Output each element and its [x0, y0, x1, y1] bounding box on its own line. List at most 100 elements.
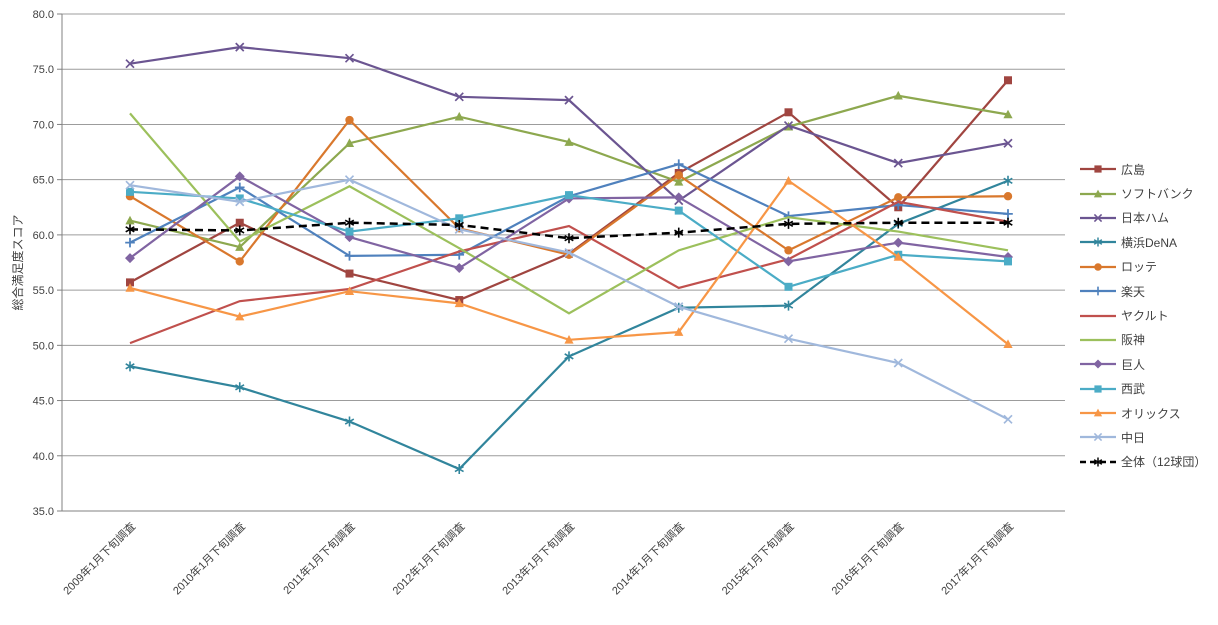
legend-label: ソフトバンク [1121, 187, 1194, 202]
series-marker [1003, 192, 1013, 201]
series-marker [1004, 76, 1012, 85]
legend-swatch-icon [1080, 314, 1116, 317]
legend-swatch-icon [1080, 189, 1116, 197]
series-marker [673, 192, 684, 203]
series-marker [565, 191, 573, 200]
x-tick-label: 2015年1月下旬調査 [718, 519, 796, 597]
series-marker [125, 283, 135, 292]
legend-swatch-icon [1080, 165, 1116, 173]
legend-swatch-icon [1080, 385, 1116, 393]
series-marker [1093, 408, 1103, 417]
series-marker [454, 464, 464, 475]
series-marker [1003, 414, 1013, 424]
series-marker [673, 159, 684, 170]
series-marker [344, 217, 355, 228]
legend-swatch-icon [1080, 457, 1116, 467]
series-marker [1003, 138, 1013, 148]
series-marker [1093, 213, 1103, 223]
series-marker [893, 158, 903, 168]
series-marker [564, 335, 574, 344]
x-tick-label: 2009年1月下旬調査 [60, 519, 138, 597]
legend-item: ロッテ [1080, 255, 1206, 279]
legend-item: 横浜DeNA [1080, 230, 1206, 254]
series-group [126, 76, 1012, 305]
series-marker [783, 256, 794, 267]
series-marker [1093, 433, 1103, 442]
series-marker [344, 286, 355, 296]
series-marker [1003, 209, 1013, 219]
series-marker [674, 177, 684, 186]
series-marker [235, 311, 245, 321]
x-tick-label: 2013年1月下旬調査 [499, 519, 577, 597]
series-marker [1093, 189, 1103, 197]
series-marker [454, 263, 465, 274]
series-marker [1093, 457, 1103, 467]
series-marker [235, 382, 245, 393]
x-tick-label: 2012年1月下旬調査 [389, 519, 467, 597]
series-line [129, 221, 1008, 240]
series-marker [893, 237, 904, 248]
series-line [129, 112, 1009, 315]
series-marker [894, 193, 903, 202]
legend-swatch-icon [1080, 338, 1116, 342]
series-line [129, 94, 1009, 249]
legend-item: 西武 [1080, 377, 1206, 401]
legend-swatch-icon [1080, 433, 1116, 442]
series-marker [1003, 109, 1013, 119]
legend-label: 横浜DeNA [1121, 235, 1178, 250]
y-tick-label: 65.0 [33, 175, 54, 187]
series-marker [344, 175, 355, 185]
legend-swatch-icon [1080, 286, 1116, 296]
series-marker [783, 334, 794, 344]
legend-label: ロッテ [1121, 260, 1158, 275]
series-marker [455, 214, 464, 223]
x-tick-label: 2016年1月下旬調査 [828, 519, 906, 597]
chart-legend: 広島 ソフトバンク 日本ハム 横浜DeNA ロッテ 楽天 ヤクルト 阪神 巨人 西武 オリックス 中日… [1080, 157, 1206, 474]
series-marker [125, 253, 135, 264]
x-tick-label: 2014年1月下旬調査 [609, 519, 687, 597]
series-marker [235, 257, 244, 266]
series-group [125, 42, 1013, 206]
series-marker [784, 246, 793, 255]
series-marker [125, 180, 135, 190]
series-marker [1003, 339, 1013, 349]
legend-swatch-icon [1080, 237, 1116, 247]
series-marker [893, 252, 903, 261]
series-group [129, 112, 1009, 315]
series-marker [674, 227, 684, 238]
y-tick-label: 60.0 [33, 230, 54, 242]
legend-swatch-icon [1080, 359, 1116, 369]
series-marker [1093, 359, 1103, 369]
x-tick-label: 2017年1月下旬調査 [938, 519, 1016, 597]
series-group [129, 200, 1009, 345]
series-group [125, 90, 1013, 251]
series-marker [344, 416, 355, 427]
series-marker [345, 115, 354, 125]
series-line [129, 200, 1009, 345]
y-tick-label: 80.0 [33, 9, 54, 21]
legend-label: 日本ハム [1121, 211, 1170, 226]
series-marker [564, 233, 574, 244]
series-marker [674, 206, 683, 215]
legend-swatch-icon [1080, 213, 1116, 223]
series-marker [235, 242, 245, 251]
series-line [129, 79, 1009, 302]
series-marker [235, 197, 245, 207]
legend-label: ヤクルト [1121, 309, 1169, 324]
series-marker [1003, 217, 1013, 228]
series-marker [125, 59, 135, 69]
legend-item: 巨人 [1080, 352, 1206, 376]
y-tick-label: 75.0 [33, 64, 54, 76]
series-group [125, 175, 1013, 475]
series-marker [125, 215, 135, 225]
x-tick-label: 2010年1月下旬調査 [170, 519, 248, 597]
series-marker [234, 171, 245, 182]
legend-item: オリックス [1080, 401, 1206, 425]
x-tick-label: 2011年1月下旬調査 [280, 519, 358, 597]
series-marker [1094, 262, 1102, 271]
series-marker [1093, 286, 1103, 296]
series-marker [1093, 237, 1103, 247]
series-marker [674, 302, 684, 312]
legend-label: 全体（12球団） [1121, 455, 1207, 470]
